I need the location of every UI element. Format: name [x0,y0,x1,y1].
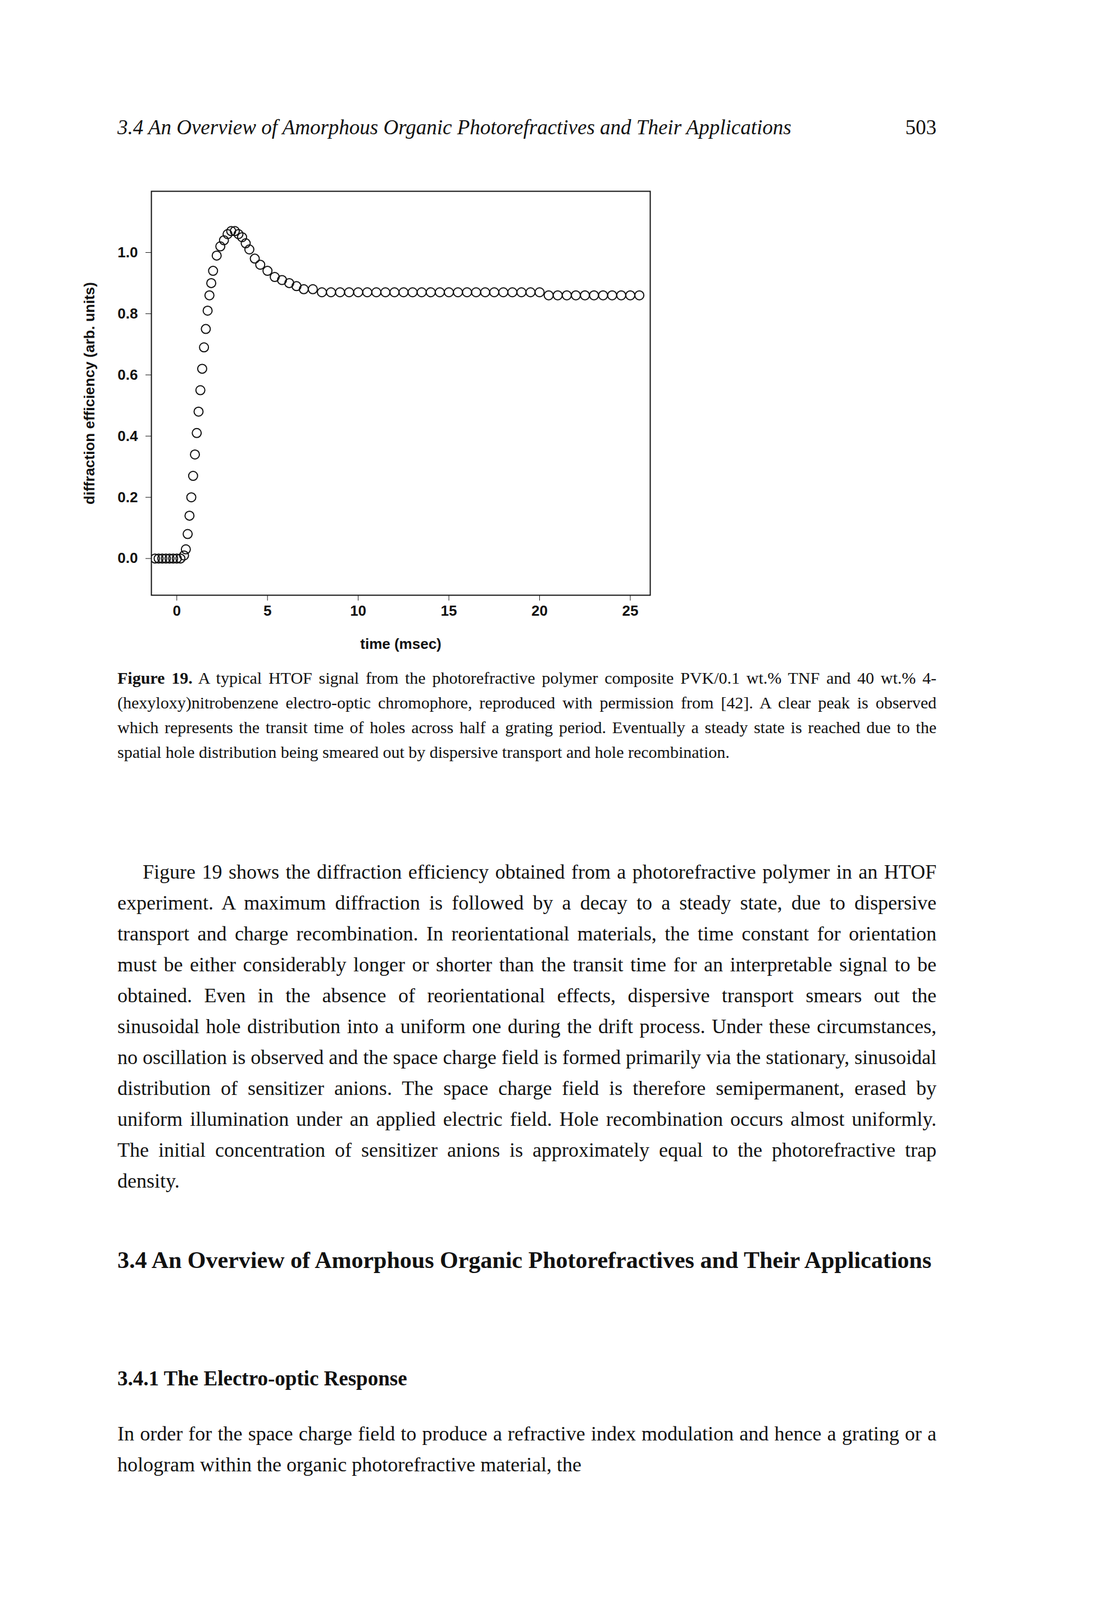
svg-text:0.8: 0.8 [117,305,138,322]
svg-text:0.4: 0.4 [117,427,139,445]
html-text:Figure 19. A typical HTOF sign: Figure 19. A typical HTOF signal from th… [117,668,937,762]
svg-text:diffraction efficiency (arb. u: diffraction efficiency (arb. units) [80,282,98,505]
svg-text:0.6: 0.6 [117,366,138,384]
svg-text:20: 20 [531,602,548,620]
svg-text:10: 10 [349,602,367,620]
svg-text:1.0: 1.0 [117,243,138,261]
svg-text:time (msec): time (msec) [360,635,442,653]
svg-text:0.0: 0.0 [117,549,138,567]
svg-text:5: 5 [263,602,272,620]
html-text:Figure 19 shows the diffractio: Figure 19 shows the diffraction efficien… [117,860,937,1193]
html-text:3.4.1 The Electro-optic Respon: 3.4.1 The Electro-optic Response [117,1366,408,1390]
html-text:In order for the space charge: In order for the space charge field to p… [117,1422,937,1476]
html-text:3.4 An Overview of Amorphous O: 3.4 An Overview of Amorphous Organic Pho… [117,1247,932,1273]
svg-text:15: 15 [440,602,458,620]
svg-text:0: 0 [172,602,181,620]
svg-text:0.2: 0.2 [117,488,138,506]
html-text:503: 503 [905,115,937,139]
html-text:3.4 An Overview of Amorphous O: 3.4 An Overview of Amorphous Organic Pho… [117,115,792,139]
svg-text:25: 25 [622,602,639,620]
